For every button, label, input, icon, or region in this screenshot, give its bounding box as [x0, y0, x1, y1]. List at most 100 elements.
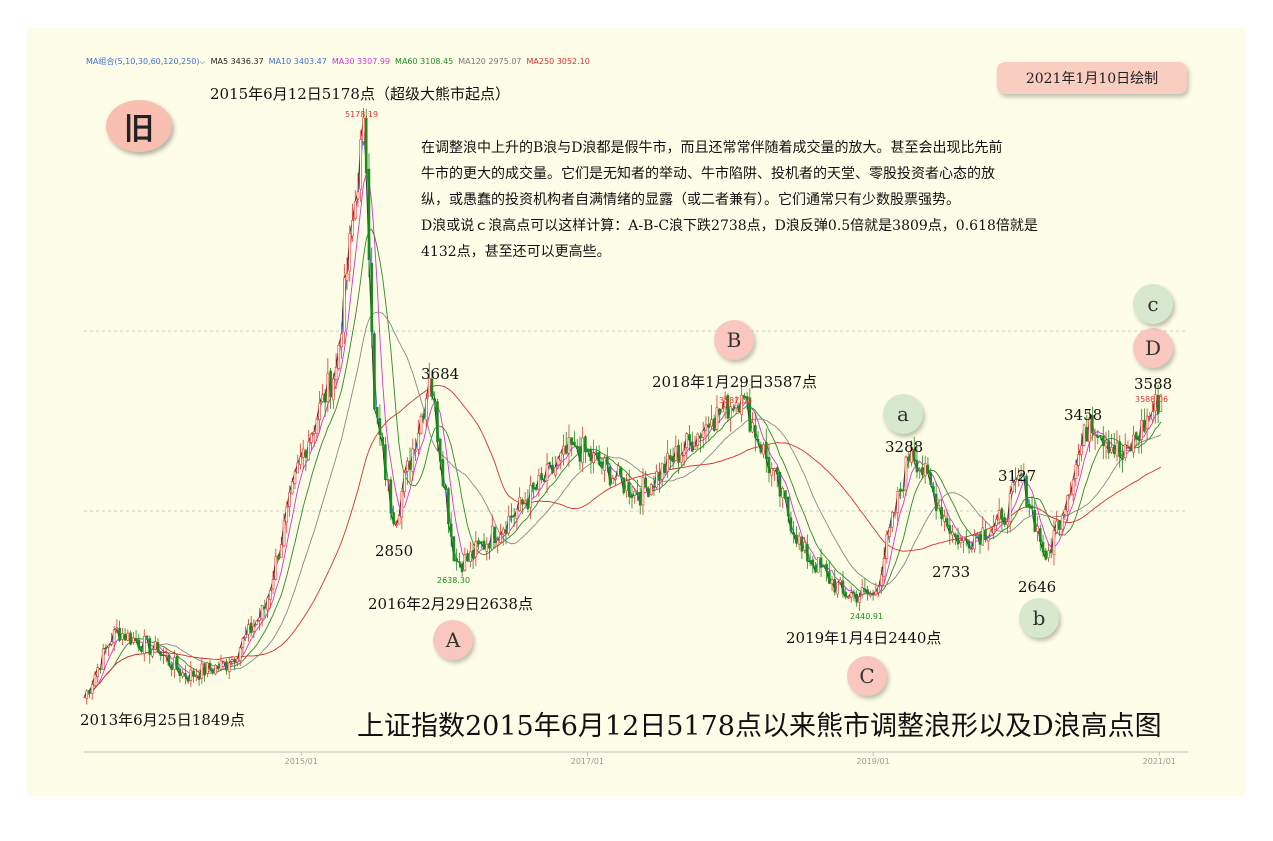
x-tick-label: 2017/01	[571, 757, 604, 766]
candle-body	[1011, 482, 1015, 492]
candle-body	[315, 418, 319, 434]
ma60-line	[83, 228, 1162, 699]
candle-body	[373, 333, 376, 410]
candle-body	[466, 553, 469, 561]
candle-body	[978, 533, 982, 545]
ma-legend-item[interactable]: MA5 3436.37	[210, 57, 264, 66]
candle-body	[523, 500, 527, 504]
candle-body	[693, 445, 697, 450]
candle-body	[540, 473, 543, 479]
candle-body	[789, 517, 793, 532]
candle-body	[1017, 475, 1020, 480]
ma-legend-item[interactable]: MA250 3052.10	[526, 57, 590, 66]
candle-body	[192, 670, 195, 677]
candle-body	[795, 534, 798, 544]
candle-body	[504, 529, 508, 534]
candle-body	[715, 407, 719, 430]
candle-body	[666, 452, 669, 472]
candle-body	[770, 468, 774, 476]
candle-body	[389, 479, 393, 514]
ma250-line	[83, 384, 1162, 699]
candle-body	[1030, 505, 1034, 509]
candle-body	[260, 605, 264, 620]
candle-body	[603, 457, 606, 471]
annotation-start: 2013年6月25日1849点	[80, 711, 245, 729]
x-tick-label: 2021/01	[1143, 757, 1176, 766]
candle-body	[378, 418, 382, 436]
candle-body	[496, 540, 500, 546]
candle-body	[581, 437, 584, 464]
candle-body	[438, 439, 442, 462]
candle-body	[134, 638, 138, 642]
candle-body	[359, 139, 363, 190]
candle-body	[1140, 419, 1143, 440]
candle-body	[392, 512, 395, 524]
candle-body	[85, 690, 89, 699]
candle-body	[1000, 508, 1004, 521]
candle-body	[107, 645, 110, 648]
candle-body	[318, 403, 321, 421]
candle-body	[989, 530, 993, 537]
candle-body	[499, 534, 502, 543]
candle-body	[271, 579, 275, 590]
candle-body	[1101, 435, 1105, 446]
candle-body	[362, 117, 365, 142]
candle-body	[370, 262, 374, 332]
candle-body	[652, 485, 656, 488]
candle-body	[1123, 444, 1127, 459]
candle-body	[1028, 503, 1031, 508]
candle-body	[611, 478, 615, 484]
ma-legend-item[interactable]: MA10 3403.47	[268, 57, 327, 66]
candle-body	[1134, 432, 1138, 439]
candle-body	[836, 582, 839, 595]
candle-body	[559, 452, 563, 461]
candle-body	[775, 467, 779, 475]
candle-body	[332, 378, 335, 401]
candle-body	[956, 534, 960, 545]
candle-body	[422, 413, 426, 419]
candle-body	[1077, 454, 1080, 466]
candle-body	[88, 690, 91, 693]
candle-body	[912, 449, 916, 462]
candle-body	[266, 597, 269, 611]
candle-body	[1008, 493, 1012, 522]
candle-body	[1074, 464, 1078, 479]
candle-body	[764, 442, 768, 459]
candle-body	[614, 477, 617, 480]
ma-legend-item[interactable]: MA60 3108.45	[395, 57, 454, 66]
candle-body	[274, 556, 278, 580]
candle-body	[627, 482, 631, 497]
candle-body	[737, 405, 741, 413]
ma-legend-item[interactable]: MA组合(5,10,30,60,120,250)⌵	[86, 57, 206, 66]
candle-body	[573, 441, 576, 446]
candle-body	[688, 434, 691, 441]
candle-body	[337, 345, 341, 369]
ma-legend-item[interactable]: MA30 3307.99	[331, 57, 391, 66]
wave-label-D: D	[1133, 328, 1173, 368]
description-line: 4132点，甚至还可以更高些。	[421, 244, 611, 260]
candle-body	[208, 662, 212, 670]
candle-body	[617, 465, 620, 476]
candle-body	[869, 593, 872, 597]
candle-body	[833, 579, 837, 593]
candle-body	[814, 565, 817, 573]
candle-body	[1038, 528, 1042, 542]
candle-body	[175, 655, 179, 670]
candle-body	[1159, 394, 1163, 412]
ma-legend[interactable]: MA组合(5,10,30,60,120,250)⌵ MA5 3436.37 MA10…	[86, 56, 595, 67]
candle-body	[241, 638, 245, 648]
candle-body	[458, 561, 461, 563]
candle-body	[904, 456, 908, 491]
candle-body	[1096, 435, 1100, 439]
candle-body	[534, 486, 538, 490]
candle-body	[685, 433, 689, 448]
candle-body	[882, 558, 886, 577]
candle-body	[195, 675, 198, 677]
candle-body	[696, 433, 700, 446]
candle-body	[647, 488, 650, 497]
candle-body	[586, 450, 590, 452]
chart-title: 上证指数2015年6月12日5178点以来熊市调整浪形以及D浪高点图	[357, 711, 1162, 742]
ma-legend-item[interactable]: MA120 2975.07	[458, 57, 522, 66]
candle-body	[762, 444, 765, 455]
candle-body	[743, 395, 746, 398]
